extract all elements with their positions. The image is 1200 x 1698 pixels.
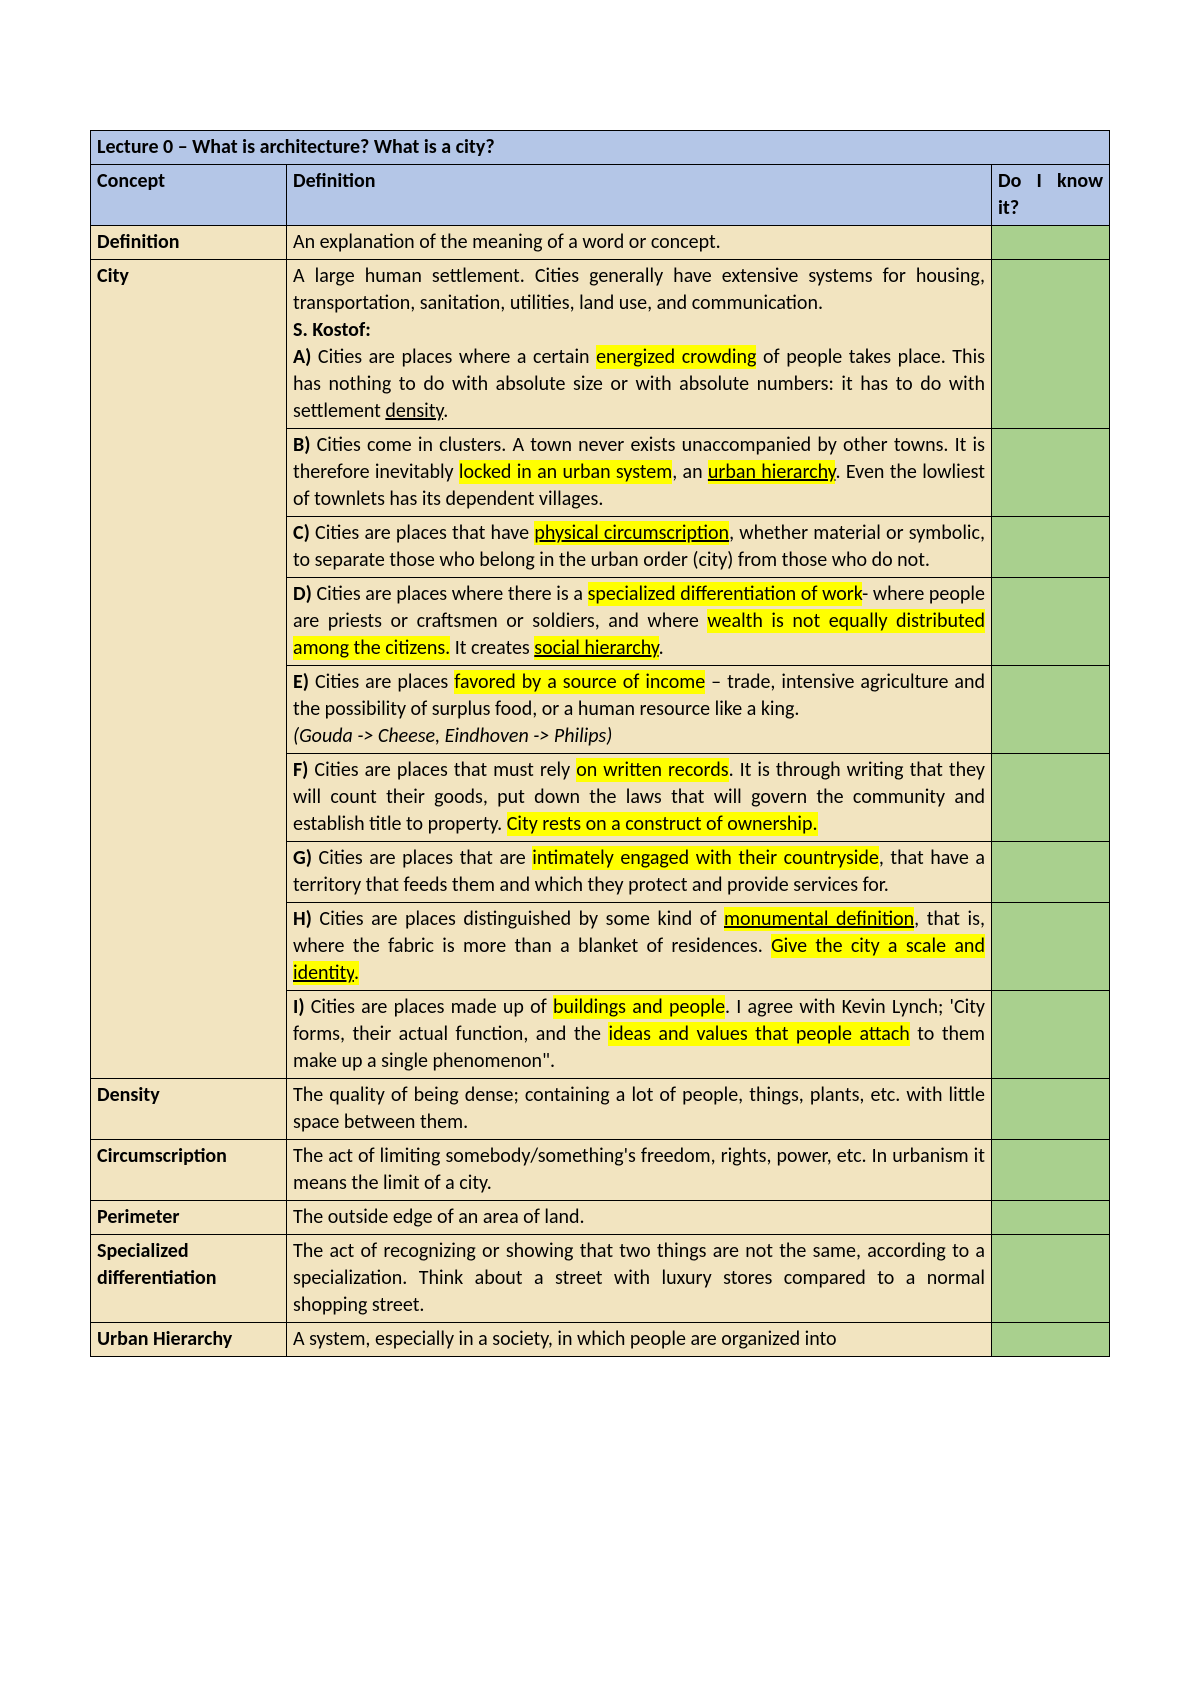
table-header-row: Concept Definition Do I know it?: [91, 165, 1110, 226]
text: H): [293, 907, 312, 931]
highlight: Give the city a scale and: [771, 934, 985, 958]
highlight: City rests on a construct of ownership.: [507, 812, 818, 836]
highlight: social hierarchy: [534, 636, 658, 660]
know-cell: [991, 666, 1109, 754]
definition-cell: A system, especially in a society, in wh…: [287, 1323, 992, 1357]
definition-cell: A large human settlement. Cities general…: [287, 260, 992, 429]
text: Cities are places made up of: [305, 995, 553, 1019]
text: A large human settlement. Cities general…: [293, 264, 985, 315]
highlight: favored by a source of income: [454, 670, 705, 694]
text: Cities are places that must rely: [308, 758, 576, 782]
know-cell: [991, 1079, 1109, 1140]
concept-cell: Perimeter: [91, 1201, 287, 1235]
text: .: [659, 636, 664, 660]
underline: density: [385, 399, 443, 423]
highlight: .: [354, 961, 359, 985]
text: Cities are places: [309, 670, 454, 694]
header-know: Do I know it?: [991, 165, 1109, 226]
page: Lecture 0 – What is architecture? What i…: [0, 0, 1200, 1357]
concept-cell: Definition: [91, 226, 287, 260]
table-title-row: Lecture 0 – What is architecture? What i…: [91, 131, 1110, 165]
know-cell: [991, 754, 1109, 842]
definition-cell: The act of limiting somebody/something's…: [287, 1140, 992, 1201]
text: E): [293, 670, 309, 694]
text: Cities are places that have: [310, 521, 535, 545]
concept-cell: Circumscription: [91, 1140, 287, 1201]
highlight: physical circumscription: [534, 521, 729, 545]
table-row: Definition An explanation of the meaning…: [91, 226, 1110, 260]
table-row: City A large human settlement. Cities ge…: [91, 260, 1110, 429]
highlight: energized crowding: [596, 345, 756, 369]
text: Cities are places that are: [312, 846, 532, 870]
text: , an: [672, 460, 708, 484]
know-cell: [991, 429, 1109, 517]
header-concept: Concept: [91, 165, 287, 226]
know-cell: [991, 1201, 1109, 1235]
know-cell: [991, 226, 1109, 260]
text: D): [293, 582, 312, 606]
table-title: Lecture 0 – What is architecture? What i…: [91, 131, 1110, 165]
text: B): [293, 433, 310, 457]
table-row: Density The quality of being dense; cont…: [91, 1079, 1110, 1140]
text: It creates: [450, 636, 534, 660]
definition-cell: G) Cities are places that are intimately…: [287, 842, 992, 903]
know-cell: [991, 903, 1109, 991]
definition-cell: The act of recognizing or showing that t…: [287, 1235, 992, 1323]
text: I): [293, 995, 305, 1019]
definition-cell: D) Cities are places where there is a sp…: [287, 578, 992, 666]
highlight: on written records: [576, 758, 728, 782]
highlight: identity: [293, 961, 354, 985]
definition-cell: The quality of being dense; containing a…: [287, 1079, 992, 1140]
concept-cell: Specialized differentiation: [91, 1235, 287, 1323]
header-definition: Definition: [287, 165, 992, 226]
italic-text: (Gouda -> Cheese, Eindhoven -> Philips): [293, 724, 612, 748]
highlight: ideas and values that people attach: [608, 1022, 909, 1046]
text: A): [293, 345, 311, 369]
highlight: locked in an urban system: [459, 460, 672, 484]
know-cell: [991, 991, 1109, 1079]
definition-cell: An explanation of the meaning of a word …: [287, 226, 992, 260]
definition-cell: F) Cities are places that must rely on w…: [287, 754, 992, 842]
concept-cell: Urban Hierarchy: [91, 1323, 287, 1357]
know-cell: [991, 842, 1109, 903]
highlight: specialized differentiation of work: [588, 582, 863, 606]
text: C): [293, 521, 310, 545]
concept-cell: City: [91, 260, 287, 1079]
table-row: Urban Hierarchy A system, especially in …: [91, 1323, 1110, 1357]
highlight: urban hierarchy: [708, 460, 836, 484]
know-cell: [991, 517, 1109, 578]
definition-cell: E) Cities are places favored by a source…: [287, 666, 992, 754]
text: Cities are places where a certain: [311, 345, 596, 369]
concept-cell: Density: [91, 1079, 287, 1140]
highlight: intimately engaged with their countrysid…: [532, 846, 879, 870]
know-cell: [991, 260, 1109, 429]
highlight: monumental definition: [724, 907, 914, 931]
definition-cell: I) Cities are places made up of building…: [287, 991, 992, 1079]
definition-cell: H) Cities are places distinguished by so…: [287, 903, 992, 991]
concepts-table: Lecture 0 – What is architecture? What i…: [90, 130, 1110, 1357]
table-row: Perimeter The outside edge of an area of…: [91, 1201, 1110, 1235]
text: S. Kostof:: [293, 318, 371, 342]
text: Cities are places distinguished by some …: [312, 907, 724, 931]
text: G): [293, 846, 312, 870]
highlight: buildings and people: [553, 995, 725, 1019]
text: Cities are places where there is a: [312, 582, 588, 606]
definition-cell: The outside edge of an area of land.: [287, 1201, 992, 1235]
know-cell: [991, 578, 1109, 666]
text: .: [443, 399, 448, 423]
text: F): [293, 758, 308, 782]
definition-cell: C) Cities are places that have physical …: [287, 517, 992, 578]
know-cell: [991, 1323, 1109, 1357]
table-row: Specialized differentiation The act of r…: [91, 1235, 1110, 1323]
table-row: Circumscription The act of limiting some…: [91, 1140, 1110, 1201]
know-cell: [991, 1140, 1109, 1201]
know-cell: [991, 1235, 1109, 1323]
definition-cell: B) Cities come in clusters. A town never…: [287, 429, 992, 517]
